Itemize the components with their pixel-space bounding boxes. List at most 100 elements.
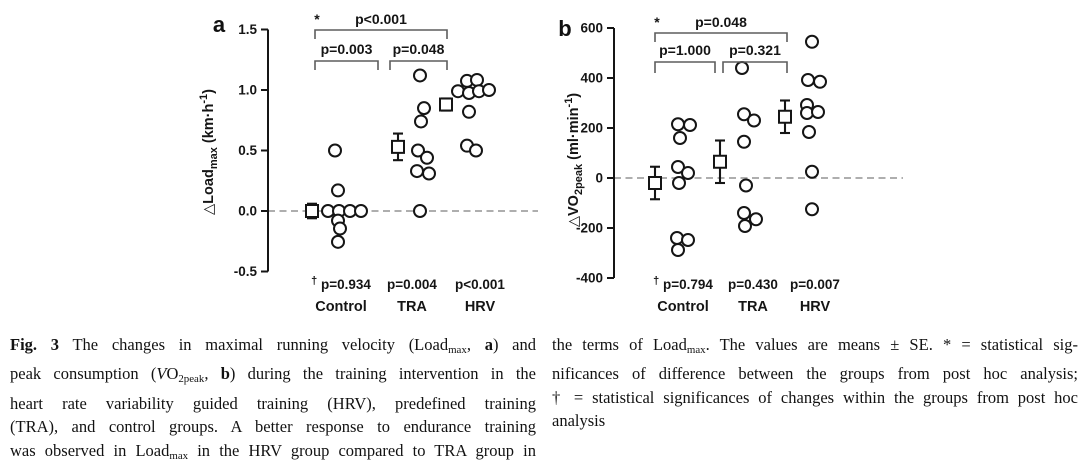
comparison-p-label: p=0.003 xyxy=(321,41,373,57)
y-tick-label: 600 xyxy=(580,21,603,36)
significance-bracket xyxy=(389,60,448,70)
data-point-tra xyxy=(739,178,753,193)
y-tick-label: 0 xyxy=(595,171,603,186)
data-point-hrv xyxy=(470,72,484,87)
data-point-tra xyxy=(737,206,751,220)
figure-element: △VO xyxy=(566,195,582,227)
caption-text-segment: The changes in maximal running velocity … xyxy=(59,335,449,354)
panel-b: † p=0.794 Control p=0.430 TRA p=0.007 HRV 600 4… xyxy=(558,14,903,315)
comparison-p-label: p=0.048 xyxy=(695,14,747,30)
figure-element: ) xyxy=(201,89,217,94)
significance-bracket xyxy=(314,29,448,39)
panel-letter-a: a xyxy=(213,12,226,37)
figure-3-scatter-plots: † p=0.934 Control p=0.004 TRA p<0.001 HRV 1.5 1… xyxy=(198,11,903,315)
y-tick-label: -400 xyxy=(576,271,603,286)
caption-text-segment: V xyxy=(156,364,167,384)
caption-line: † = statistical significances of changes… xyxy=(552,386,1078,409)
caption-text-segment: max xyxy=(448,344,467,357)
caption-text-segment: † = statistical significances of changes… xyxy=(552,387,1078,407)
caption-line: nificances of difference between the gro… xyxy=(552,362,1078,385)
data-point-hrv xyxy=(811,105,825,119)
group-label-control: Control xyxy=(657,299,709,315)
comparison-p-label: p=0.321 xyxy=(729,42,781,58)
comparison-p-label: p=0.048 xyxy=(393,41,445,57)
data-point-hrv xyxy=(805,202,819,217)
caption-text-segment: b xyxy=(220,364,230,384)
mean-marker-hrv xyxy=(439,97,453,112)
y-tick-label: 0.5 xyxy=(238,143,257,158)
caption-text-segment: the terms of Load xyxy=(552,335,687,354)
data-point-tra xyxy=(737,134,751,149)
comparison-p-label: p=1.000 xyxy=(659,42,711,58)
data-point-control xyxy=(673,131,687,145)
caption-text-segment: , xyxy=(204,364,221,384)
data-point-control xyxy=(671,243,685,257)
caption-text-segment: analysis xyxy=(552,411,606,431)
data-point-control xyxy=(681,233,695,247)
data-point-control xyxy=(328,143,342,158)
significance-bracket xyxy=(654,61,716,73)
y-tick-label: -200 xyxy=(576,221,603,236)
caption-text-segment: nificances of difference between the gro… xyxy=(552,364,1078,384)
caption-line: peak consumption (VO2peak, b) during the… xyxy=(10,362,536,391)
y-tick-label: 0.0 xyxy=(238,204,257,219)
caption-line: Fig. 3 The changes in maximal running ve… xyxy=(10,333,536,362)
figure-element: p=0.934 xyxy=(317,277,371,292)
data-point-tra xyxy=(747,113,761,128)
data-point-hrv xyxy=(482,83,496,97)
caption-text-segment: in the HRV group compared to TRA group i… xyxy=(188,440,536,460)
caption-text-segment: ) and xyxy=(492,335,536,354)
within-group-p-control: † p=0.934 xyxy=(311,275,371,292)
data-point-control xyxy=(681,166,695,180)
y-tick-label: 1.5 xyxy=(238,22,257,37)
figure-element: 2peak xyxy=(573,163,585,195)
mean-marker-tra xyxy=(713,154,727,169)
figure-element: △Load xyxy=(201,169,217,215)
data-point-hrv xyxy=(801,73,815,87)
data-point-control xyxy=(331,234,345,249)
y-tick-label: 1.0 xyxy=(238,83,257,98)
data-point-tra xyxy=(417,101,431,116)
data-point-control xyxy=(671,160,685,174)
data-point-hrv xyxy=(469,143,483,158)
caption-text-segment: (TRA), and control groups. A better resp… xyxy=(10,417,536,437)
group-label-tra: TRA xyxy=(738,299,768,315)
caption-text-segment: O xyxy=(166,364,179,384)
y-axis-title: △Loadmax (km·h-1) xyxy=(198,89,220,215)
mean-marker-control xyxy=(305,204,319,218)
caption-line: (TRA), and control groups. A better resp… xyxy=(10,415,536,438)
group-label-tra: TRA xyxy=(397,299,427,315)
data-point-control xyxy=(354,204,368,218)
caption-text-segment: was observed in Load xyxy=(10,440,170,460)
caption-line: heart rate variability guided training (… xyxy=(10,392,536,415)
significance-star: * xyxy=(314,11,320,27)
mean-marker-control xyxy=(648,176,662,190)
y-axis-title: △VO2peak (ml·min-1) xyxy=(563,93,585,227)
caption-line: was observed in Loadmax in the HRV group… xyxy=(10,439,536,468)
figure-element: max xyxy=(208,146,220,169)
group-label-hrv: HRV xyxy=(800,299,831,315)
data-point-control xyxy=(333,221,347,236)
data-point-tra xyxy=(410,164,424,179)
figure-element: ) xyxy=(566,93,582,98)
caption-text-segment: , xyxy=(466,335,485,354)
caption-text-segment: max xyxy=(686,344,706,357)
data-point-tra xyxy=(411,143,425,158)
figure-element: p=0.794 xyxy=(659,277,713,292)
caption-text-segment: peak consumption ( xyxy=(10,364,157,384)
data-point-control xyxy=(671,117,685,132)
data-point-control xyxy=(672,176,686,190)
y-tick-label: 200 xyxy=(580,121,603,136)
data-point-hrv xyxy=(462,104,476,119)
figure-element: -1 xyxy=(563,98,575,108)
y-tick-label: 400 xyxy=(580,71,603,86)
figure-caption: Fig. 3 The changes in maximal running ve… xyxy=(0,320,1088,468)
mean-marker-hrv xyxy=(778,109,792,124)
data-point-tra xyxy=(735,61,749,75)
caption-text-segment: a xyxy=(484,335,493,354)
data-point-control xyxy=(331,183,345,198)
data-point-hrv xyxy=(805,164,819,179)
data-point-tra xyxy=(413,204,427,218)
caption-line: the terms of Loadmax. The values are mea… xyxy=(552,333,1078,362)
panel-a: † p=0.934 Control p=0.004 TRA p<0.001 HRV 1.5 1… xyxy=(198,11,538,315)
